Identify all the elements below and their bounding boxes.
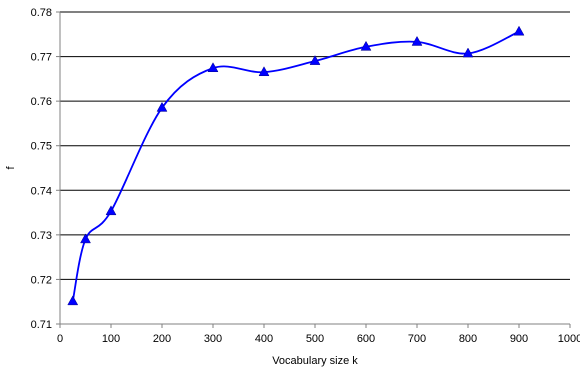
x-tick-label: 200 [153, 333, 171, 345]
data-point-marker [105, 205, 117, 216]
axes [56, 11, 571, 328]
data-point-marker [309, 55, 321, 65]
data-point-marker [513, 25, 525, 36]
series-line [71, 30, 520, 302]
x-tick-labels: 0 100 200 300 400 500 600 700 800 900 1000 [57, 333, 580, 345]
data-point-marker [360, 40, 372, 51]
x-tick-label: 700 [408, 333, 426, 345]
y-tick-label: 0.74 [31, 185, 52, 197]
x-tick-label: 800 [459, 333, 477, 345]
y-tick-label: 0.71 [31, 319, 52, 331]
x-tick-label: 300 [204, 333, 222, 345]
series-markers [67, 25, 525, 306]
y-tick-label: 0.75 [31, 141, 52, 153]
x-tick-label: 400 [255, 333, 273, 345]
data-point-marker [462, 47, 474, 58]
data-point-marker [411, 35, 423, 46]
data-point-marker [258, 66, 270, 77]
x-axis-title: Vocabulary size k [272, 355, 358, 367]
y-tick-label: 0.78 [31, 7, 52, 19]
x-tick-label: 100 [102, 333, 120, 345]
data-point-marker [156, 101, 168, 112]
y-axis-title: f [5, 166, 17, 170]
data-point-marker [80, 233, 91, 244]
data-point-marker [207, 62, 219, 73]
gridlines [60, 11, 570, 280]
y-tick-labels: 0.71 0.72 0.73 0.74 0.75 0.76 0.77 0.78 [31, 7, 52, 331]
y-tick-label: 0.73 [31, 230, 52, 242]
x-tick-label: 500 [306, 333, 324, 345]
y-tick-label: 0.76 [31, 96, 52, 108]
x-tick-label: 0 [57, 333, 63, 345]
data-point-marker [67, 295, 79, 306]
y-tick-label: 0.77 [31, 52, 52, 64]
y-tick-label: 0.72 [31, 274, 52, 286]
x-tick-label: 1000 [558, 333, 580, 345]
x-tick-label: 900 [510, 333, 528, 345]
x-tick-label: 600 [357, 333, 375, 345]
